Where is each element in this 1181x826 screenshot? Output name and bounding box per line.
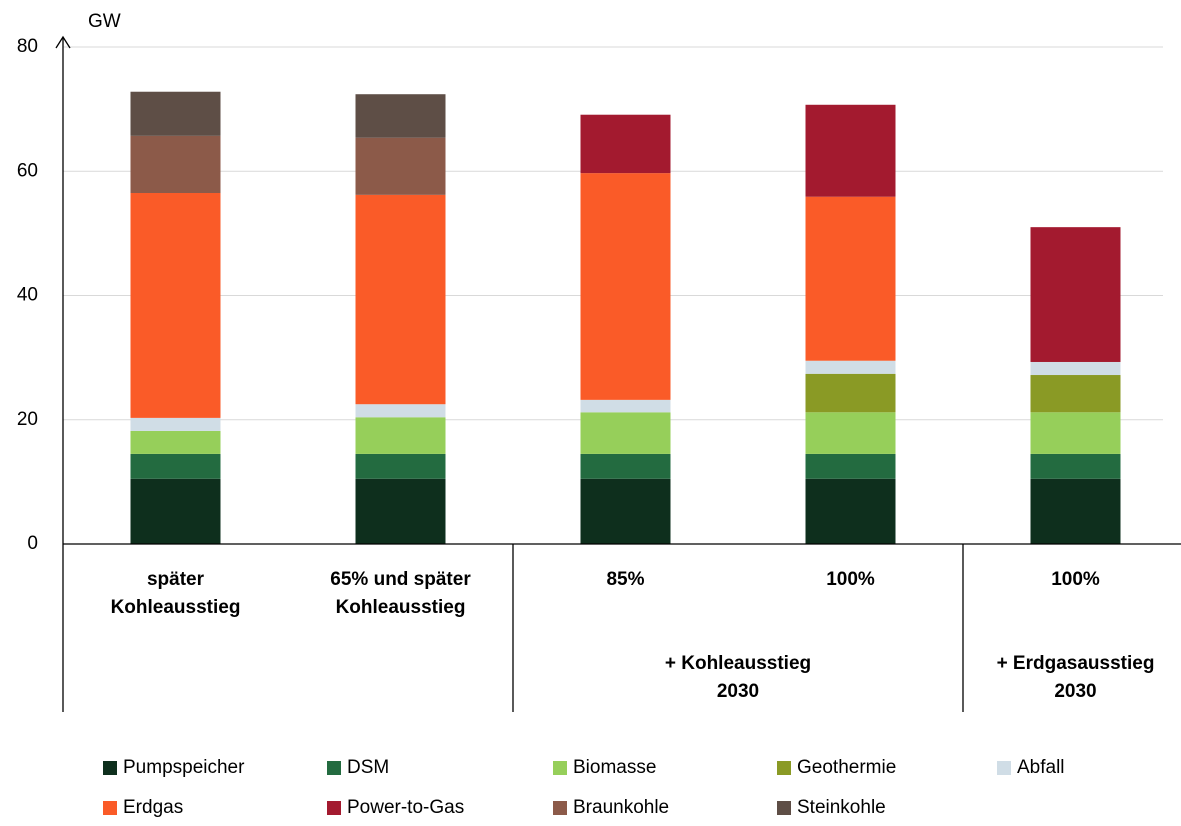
bar-segment (805, 373, 896, 413)
y-tick-label: 40 (17, 285, 38, 306)
bar-segment (580, 478, 671, 544)
bar-segment (355, 94, 446, 138)
bar-segment (805, 478, 896, 544)
bar-segment (130, 192, 221, 418)
legend-swatch (327, 801, 341, 815)
x-tick-label: 100% (1051, 569, 1100, 590)
x-tick-label: 100% (826, 569, 875, 590)
legend-label: Geothermie (797, 757, 896, 778)
legend-swatch (327, 761, 341, 775)
legend-swatch (777, 801, 791, 815)
bar-segment (580, 173, 671, 400)
bar-segment (580, 399, 671, 413)
legend-swatch (777, 761, 791, 775)
bar-segment (130, 135, 221, 193)
bar-segment (355, 137, 446, 195)
bar-segment (1030, 227, 1121, 362)
bar-segment (805, 104, 896, 197)
legend-label: Biomasse (573, 757, 656, 778)
bar-segment (355, 478, 446, 544)
x-tick-label: 65% und später (330, 569, 471, 590)
bar-segment (1030, 453, 1121, 479)
legend-swatch (553, 761, 567, 775)
group-label: + Kohleausstieg (665, 653, 811, 674)
legend-label: DSM (347, 757, 389, 778)
legend-label: Pumpspeicher (123, 757, 245, 778)
bar-segment (130, 417, 221, 431)
legend-label: Braunkohle (573, 797, 669, 818)
bar-segment (805, 196, 896, 361)
group-label: + Erdgasausstieg (997, 653, 1155, 674)
x-tick-label: Kohleausstieg (336, 597, 466, 618)
bar-segment (355, 194, 446, 405)
x-tick-label: Kohleausstieg (111, 597, 241, 618)
x-tick-label: später (147, 569, 205, 590)
bar-segment (130, 91, 221, 136)
bar-segment (130, 430, 221, 454)
y-tick-label: 20 (17, 409, 38, 430)
legend-label: Abfall (1017, 757, 1065, 778)
bar-segment (130, 478, 221, 544)
legend-label: Power-to-Gas (347, 797, 464, 818)
group-label: 2030 (717, 681, 759, 702)
bar-segment (805, 453, 896, 479)
bar-segment (580, 412, 671, 454)
legend-swatch (553, 801, 567, 815)
x-tick-label: 85% (606, 569, 644, 590)
bar-segment (355, 453, 446, 479)
bar-segment (1030, 412, 1121, 454)
y-axis-unit: GW (88, 11, 121, 32)
legend-swatch (997, 761, 1011, 775)
bar-segment (355, 404, 446, 418)
y-tick-label: 0 (27, 533, 38, 554)
y-tick-label: 80 (17, 36, 38, 57)
bar-segment (805, 412, 896, 454)
bar-segment (805, 360, 896, 374)
legend-swatch (103, 761, 117, 775)
bar-segment (1030, 478, 1121, 544)
bar-segment (355, 417, 446, 454)
bar-segment (1030, 375, 1121, 413)
group-label: 2030 (1054, 681, 1096, 702)
bar-segment (580, 114, 671, 174)
legend-label: Steinkohle (797, 797, 886, 818)
y-tick-label: 60 (17, 160, 38, 181)
legend-swatch (103, 801, 117, 815)
bar-segment (1030, 361, 1121, 376)
bar-segment (130, 453, 221, 479)
y-axis-arrow (55, 35, 71, 49)
legend-label: Erdgas (123, 797, 183, 818)
bar-segment (580, 453, 671, 479)
